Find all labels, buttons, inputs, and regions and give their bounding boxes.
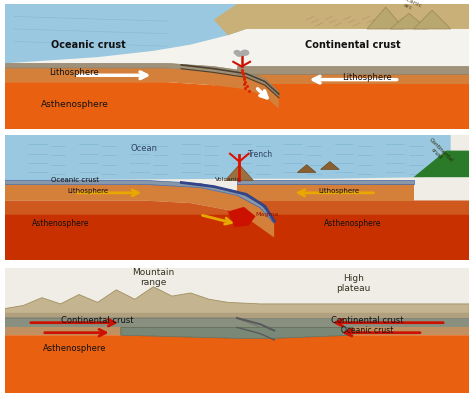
Text: Lithosphere: Lithosphere [319, 188, 360, 194]
Text: Continental crust: Continental crust [305, 40, 401, 50]
Text: Volcanic: Volcanic [215, 177, 241, 182]
Text: Asthenosphere: Asthenosphere [324, 219, 382, 227]
Polygon shape [5, 135, 451, 180]
Polygon shape [5, 268, 469, 393]
Text: Continental
crust: Continental crust [424, 137, 454, 167]
Polygon shape [226, 165, 253, 180]
Circle shape [236, 52, 243, 56]
Polygon shape [237, 318, 469, 328]
Polygon shape [237, 74, 469, 84]
Polygon shape [5, 180, 274, 224]
Polygon shape [5, 335, 469, 393]
Polygon shape [214, 4, 469, 35]
Polygon shape [5, 4, 246, 64]
Polygon shape [5, 135, 469, 260]
Polygon shape [5, 313, 469, 318]
Polygon shape [5, 4, 469, 129]
Polygon shape [413, 10, 451, 29]
Polygon shape [5, 184, 274, 237]
Polygon shape [5, 318, 274, 340]
Polygon shape [413, 150, 469, 177]
Text: Oceanic crust: Oceanic crust [51, 40, 126, 50]
Text: Volcanic
arc: Volcanic arc [395, 0, 423, 14]
Text: Continental crust: Continental crust [331, 316, 403, 325]
Polygon shape [5, 64, 279, 96]
Polygon shape [320, 162, 339, 170]
Text: Lithosphere: Lithosphere [342, 73, 392, 82]
Polygon shape [5, 328, 237, 335]
Text: Asthenosphere: Asthenosphere [43, 344, 106, 353]
Polygon shape [5, 200, 469, 260]
Text: Magma: Magma [255, 212, 279, 217]
Polygon shape [390, 13, 428, 29]
Text: Continental crust: Continental crust [62, 316, 134, 325]
Polygon shape [121, 328, 353, 338]
Text: Ocean: Ocean [131, 144, 157, 152]
Circle shape [241, 50, 248, 55]
Polygon shape [5, 287, 469, 313]
Polygon shape [5, 200, 469, 215]
Polygon shape [5, 82, 469, 129]
Polygon shape [237, 184, 413, 200]
Polygon shape [297, 165, 316, 173]
Text: Asthenosphere: Asthenosphere [40, 100, 109, 109]
Text: Oceanic crust: Oceanic crust [341, 326, 393, 335]
Polygon shape [237, 66, 469, 74]
Circle shape [234, 50, 240, 54]
Polygon shape [228, 207, 255, 227]
Text: Asthenosphere: Asthenosphere [32, 219, 89, 227]
Text: Mountain
range: Mountain range [132, 268, 174, 287]
Polygon shape [5, 68, 279, 109]
Polygon shape [237, 180, 413, 184]
Polygon shape [367, 7, 404, 29]
Text: Lithosphere: Lithosphere [50, 68, 99, 77]
Polygon shape [237, 328, 469, 335]
Text: Trench: Trench [247, 150, 273, 159]
Text: Oceanic crust: Oceanic crust [51, 177, 99, 183]
Text: Lithosphere: Lithosphere [68, 188, 109, 194]
Text: High
plateau: High plateau [336, 274, 370, 293]
